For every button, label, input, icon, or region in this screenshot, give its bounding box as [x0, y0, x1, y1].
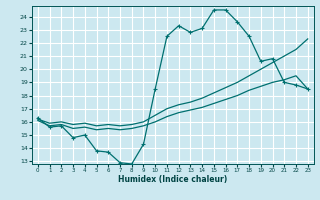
- X-axis label: Humidex (Indice chaleur): Humidex (Indice chaleur): [118, 175, 228, 184]
